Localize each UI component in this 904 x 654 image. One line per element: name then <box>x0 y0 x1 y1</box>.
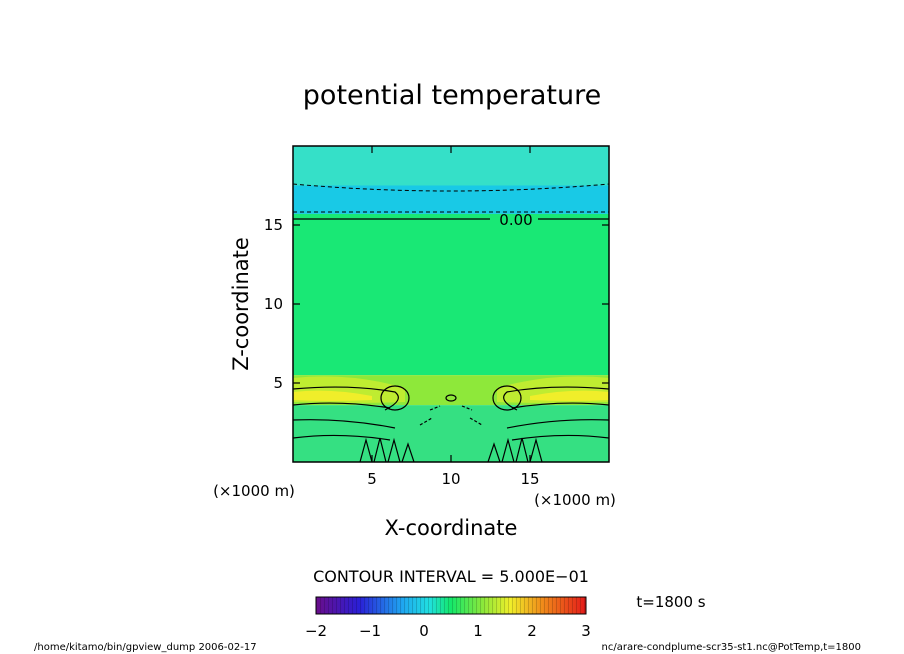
contour-label: 0.00 <box>499 211 532 229</box>
colorbar-stripes <box>316 597 586 614</box>
y-tick-label: 10 <box>264 295 283 313</box>
colorbar-tick-label: 0 <box>419 622 429 640</box>
warm-core-right <box>530 390 609 401</box>
colorbar-tick-label: 3 <box>581 622 591 640</box>
x-axis-title: X-coordinate <box>385 516 518 540</box>
contour-line-upper-dashed <box>293 183 609 192</box>
field-band-2 <box>293 213 609 376</box>
x-axis-unit: (×1000 m) <box>534 491 616 509</box>
contour-cell-left <box>380 385 410 411</box>
x-tick-label: 15 <box>520 470 539 488</box>
colorbar-frame <box>315 596 587 615</box>
y-axis-unit: (×1000 m) <box>213 482 295 500</box>
footer-left-text: /home/kitamo/bin/gpview_dump 2006-02-17 <box>34 642 257 653</box>
footer-right-text: nc/arare-condplume-scr35-st1.nc@PotTemp,… <box>602 642 861 653</box>
contour-line-left-3 <box>293 419 396 429</box>
contour-cell-right <box>492 385 522 411</box>
contour-line-right-1 <box>503 386 609 411</box>
y-tick-label: 5 <box>273 374 283 392</box>
colorbar-tick-label: −2 <box>305 622 327 640</box>
colorbar-tick-label: 2 <box>527 622 537 640</box>
time-label: t=1800 s <box>636 593 705 611</box>
plot-area <box>293 146 609 462</box>
contour-line-right-3 <box>506 419 609 429</box>
contour-line-right-2 <box>511 402 609 409</box>
contour-line-left-2 <box>293 402 391 409</box>
contour-ripples-left <box>359 437 415 462</box>
field-band-4 <box>293 405 609 462</box>
y-tick-label: 15 <box>264 216 283 234</box>
colorbar-tick-label: −1 <box>359 622 381 640</box>
contour-line-left-1 <box>293 386 399 411</box>
x-tick-label: 10 <box>441 470 460 488</box>
chart-title: potential temperature <box>303 80 601 111</box>
x-tick-label: 5 <box>367 470 377 488</box>
contour-dashes-center <box>419 405 483 426</box>
field-band-1 <box>293 185 609 214</box>
contour-interval-label: CONTOUR INTERVAL = 5.000E−01 <box>313 567 589 586</box>
contour-ripples-right <box>487 437 543 462</box>
colorbar <box>315 596 587 615</box>
contour-cell-center <box>445 394 457 402</box>
colorbar-tick-label: 1 <box>473 622 483 640</box>
y-axis-title: Z-coordinate <box>229 237 253 371</box>
warm-core-left <box>293 390 372 401</box>
